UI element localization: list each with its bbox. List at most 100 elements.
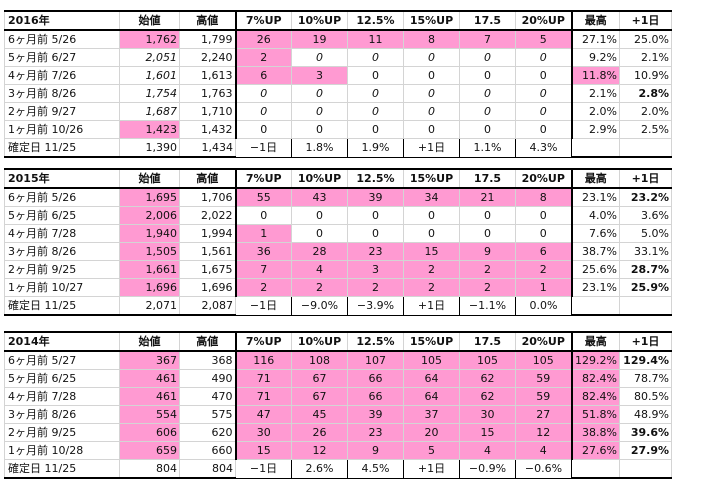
- data-cell[interactable]: 105: [459, 350, 516, 370]
- data-cell[interactable]: 11.8%: [571, 66, 620, 85]
- row-label-cell[interactable]: 2ヶ月前 9/25: [4, 423, 120, 442]
- column-header[interactable]: +1日: [619, 331, 672, 352]
- column-header[interactable]: 17.5: [459, 10, 516, 31]
- data-cell[interactable]: 0: [234, 84, 292, 103]
- data-cell[interactable]: −3.9%: [347, 296, 404, 316]
- data-cell[interactable]: 2: [291, 278, 348, 297]
- data-cell[interactable]: 0: [234, 120, 292, 139]
- data-cell[interactable]: 2,087: [179, 296, 236, 316]
- data-cell[interactable]: 490: [179, 369, 236, 388]
- data-cell[interactable]: 2,051: [119, 48, 180, 67]
- column-header[interactable]: 15%UP: [403, 168, 460, 189]
- data-cell[interactable]: 30: [459, 405, 516, 424]
- data-cell[interactable]: 2.8%: [619, 84, 672, 103]
- data-cell[interactable]: 0: [459, 66, 516, 85]
- data-cell[interactable]: 2,240: [179, 48, 236, 67]
- data-cell[interactable]: [571, 459, 620, 479]
- row-label-cell[interactable]: 5ヶ月前 6/27: [4, 48, 120, 67]
- data-cell[interactable]: 2,006: [119, 206, 180, 225]
- data-cell[interactable]: −1日: [235, 138, 292, 158]
- column-header[interactable]: 最高: [571, 168, 620, 189]
- data-cell[interactable]: 62: [459, 387, 516, 406]
- data-cell[interactable]: 3: [291, 66, 348, 85]
- data-cell[interactable]: 0: [347, 224, 404, 243]
- data-cell[interactable]: 1,696: [179, 278, 236, 297]
- data-cell[interactable]: 39.6%: [619, 423, 672, 442]
- data-cell[interactable]: +1日: [403, 138, 460, 158]
- column-header[interactable]: 20%UP: [515, 331, 573, 352]
- data-cell[interactable]: 15: [234, 441, 292, 460]
- data-cell[interactable]: 1,763: [179, 84, 236, 103]
- row-label-cell[interactable]: 2ヶ月前 9/25: [4, 260, 120, 279]
- data-cell[interactable]: 59: [515, 369, 573, 388]
- data-cell[interactable]: 67: [291, 369, 348, 388]
- column-header[interactable]: 10%UP: [291, 10, 348, 31]
- data-cell[interactable]: 2.1%: [619, 48, 672, 67]
- data-cell[interactable]: 59: [515, 387, 573, 406]
- column-header[interactable]: 最高: [571, 331, 620, 352]
- data-cell[interactable]: 1.9%: [347, 138, 404, 158]
- data-cell[interactable]: 51.8%: [571, 405, 620, 424]
- row-label-cell[interactable]: 確定日 11/25: [4, 459, 120, 479]
- data-cell[interactable]: 0: [459, 224, 516, 243]
- data-cell[interactable]: 38.8%: [571, 423, 620, 442]
- data-cell[interactable]: 0: [234, 206, 292, 225]
- data-cell[interactable]: 5.0%: [619, 224, 672, 243]
- data-cell[interactable]: 1,613: [179, 66, 236, 85]
- row-label-cell[interactable]: 3ヶ月前 8/26: [4, 242, 120, 261]
- data-cell[interactable]: 1,695: [119, 187, 180, 207]
- data-cell[interactable]: −0.9%: [459, 459, 516, 479]
- row-label-cell[interactable]: 3ヶ月前 8/26: [4, 405, 120, 424]
- data-cell[interactable]: 5: [515, 29, 573, 49]
- column-header[interactable]: 高値: [179, 10, 236, 31]
- data-cell[interactable]: 23: [347, 423, 404, 442]
- column-header[interactable]: 始値: [119, 10, 180, 31]
- data-cell[interactable]: 0: [291, 224, 348, 243]
- data-cell[interactable]: 0: [459, 120, 516, 139]
- data-cell[interactable]: 367: [119, 350, 180, 370]
- data-cell[interactable]: 0: [515, 120, 573, 139]
- data-cell[interactable]: 0: [515, 84, 573, 103]
- data-cell[interactable]: 28.7%: [619, 260, 672, 279]
- data-cell[interactable]: 0: [515, 48, 573, 67]
- data-cell[interactable]: 27.1%: [571, 29, 620, 49]
- data-cell[interactable]: 0: [515, 206, 573, 225]
- data-cell[interactable]: 5: [403, 441, 460, 460]
- data-cell[interactable]: 4.3%: [515, 138, 572, 158]
- column-header[interactable]: 15%UP: [403, 331, 460, 352]
- data-cell[interactable]: 0: [291, 206, 348, 225]
- data-cell[interactable]: 0: [347, 206, 404, 225]
- data-cell[interactable]: 108: [291, 350, 348, 370]
- data-cell[interactable]: 1,432: [179, 120, 236, 139]
- data-cell[interactable]: 23.2%: [619, 187, 672, 207]
- data-cell[interactable]: 27: [515, 405, 573, 424]
- data-cell[interactable]: 82.4%: [571, 369, 620, 388]
- data-cell[interactable]: 64: [403, 369, 460, 388]
- row-label-cell[interactable]: 6ヶ月前 5/26: [4, 187, 120, 207]
- data-cell[interactable]: 36: [234, 242, 292, 261]
- data-cell[interactable]: 34: [403, 187, 460, 207]
- data-cell[interactable]: 0: [403, 120, 460, 139]
- data-cell[interactable]: 28: [291, 242, 348, 261]
- data-cell[interactable]: [619, 138, 672, 158]
- data-cell[interactable]: 25.6%: [571, 260, 620, 279]
- column-header[interactable]: 12.5%: [347, 168, 404, 189]
- data-cell[interactable]: 7: [234, 260, 292, 279]
- data-cell[interactable]: 7: [459, 29, 516, 49]
- column-header[interactable]: +1日: [619, 10, 672, 31]
- column-header[interactable]: 12.5%: [347, 331, 404, 352]
- data-cell[interactable]: 23: [347, 242, 404, 261]
- data-cell[interactable]: 8: [515, 187, 573, 207]
- data-cell[interactable]: 9: [347, 441, 404, 460]
- data-cell[interactable]: 0: [291, 84, 348, 103]
- data-cell[interactable]: 804: [179, 459, 236, 479]
- data-cell[interactable]: 15: [403, 242, 460, 261]
- data-cell[interactable]: 1,706: [179, 187, 236, 207]
- data-cell[interactable]: 1,940: [119, 224, 180, 243]
- year-header[interactable]: 2016年: [4, 10, 120, 31]
- data-cell[interactable]: 0: [459, 102, 516, 121]
- data-cell[interactable]: 4: [515, 441, 573, 460]
- data-cell[interactable]: 19: [291, 29, 348, 49]
- data-cell[interactable]: −1日: [235, 459, 292, 479]
- data-cell[interactable]: 25.9%: [619, 278, 672, 297]
